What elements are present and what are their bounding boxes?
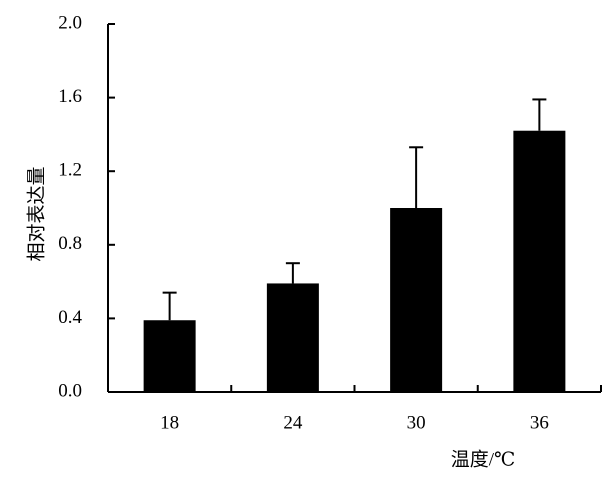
bar bbox=[143, 320, 196, 392]
x-tick-label: 36 bbox=[530, 412, 549, 433]
y-tick-label: 0.4 bbox=[58, 307, 82, 328]
bar bbox=[390, 208, 443, 392]
y-tick-label: 1.2 bbox=[58, 160, 82, 181]
y-axis-label: 相对表达量 bbox=[25, 166, 47, 261]
y-tick-label: 1.6 bbox=[58, 86, 82, 107]
x-axis-label: 温度/℃ bbox=[451, 448, 516, 470]
y-tick-label: 0.8 bbox=[58, 233, 82, 254]
x-tick-label: 18 bbox=[160, 412, 179, 433]
y-tick-label: 0.0 bbox=[58, 380, 82, 401]
bar bbox=[513, 130, 566, 392]
y-tick-label: 2.0 bbox=[58, 12, 82, 33]
x-tick-label: 24 bbox=[283, 412, 303, 433]
bar bbox=[266, 283, 319, 392]
x-tick-label: 30 bbox=[407, 412, 426, 433]
